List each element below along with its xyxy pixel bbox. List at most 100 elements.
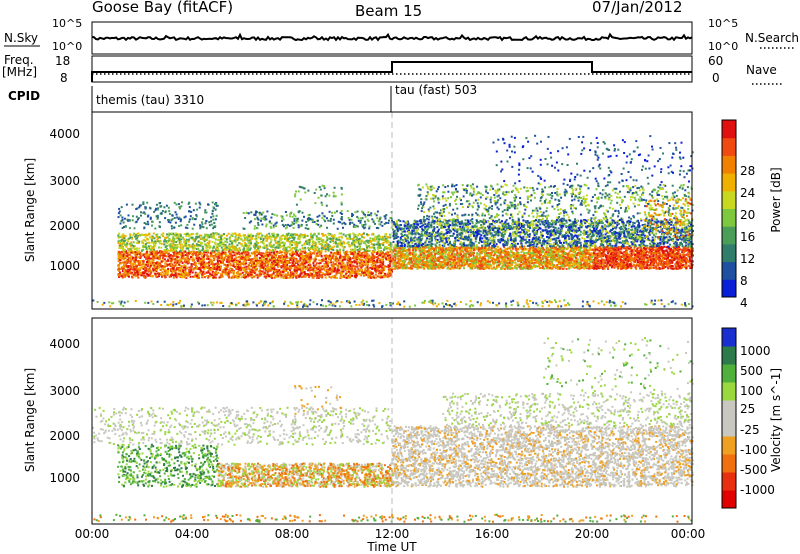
echo-cell: [366, 259, 369, 262]
echo-cell: [376, 265, 379, 267]
echo-cell: [231, 232, 234, 235]
echo-cell: [314, 242, 317, 245]
echo-cell: [370, 246, 373, 249]
echo-cell: [182, 250, 185, 253]
echo-cell: [137, 262, 140, 265]
echo-cell: [230, 268, 233, 271]
echo-cell: [387, 259, 390, 261]
echo-cell: [122, 258, 125, 261]
echo-cell: [214, 266, 217, 269]
echo-cell: [127, 251, 130, 254]
echo-cell: [308, 241, 311, 244]
echo-cell: [138, 240, 141, 243]
echo-cell: [197, 253, 200, 256]
echo-cell: [353, 271, 356, 274]
echo-cell: [135, 256, 138, 259]
echo-cell: [132, 268, 134, 271]
echo-cell: [243, 276, 246, 279]
echo-cell: [167, 240, 170, 243]
echo-cell: [340, 193, 343, 196]
echo-cell: [118, 210, 121, 213]
echo-cell: [325, 245, 328, 248]
echo-cell: [245, 236, 248, 238]
echo-cell: [151, 241, 153, 244]
echo-cell: [321, 272, 324, 275]
echo-cell: [213, 268, 216, 271]
echo-cell: [332, 191, 335, 194]
echo-cell: [299, 258, 302, 261]
echo-cell: [301, 186, 304, 189]
echo-cell: [369, 214, 371, 216]
echo-cell: [327, 249, 330, 252]
echo-cell: [231, 243, 234, 246]
echo-cell: [363, 273, 366, 276]
echo-cell: [237, 256, 240, 259]
echo-cell: [123, 217, 126, 220]
echo-cell: [218, 236, 221, 239]
echo-cell: [277, 243, 280, 246]
echo-cell: [361, 217, 364, 220]
echo-cell: [282, 266, 285, 269]
echo-cell: [124, 251, 127, 254]
echo-cell: [191, 253, 194, 256]
echo-cell: [354, 211, 357, 214]
echo-cell: [160, 253, 163, 256]
echo-cell: [171, 258, 174, 260]
echo-cell: [230, 259, 233, 262]
echo-cell: [152, 247, 155, 249]
echo-cell: [167, 220, 170, 223]
echo-cell: [301, 247, 304, 250]
echo-cell: [202, 226, 205, 229]
echo-cell: [187, 246, 190, 249]
echo-cell: [289, 249, 292, 252]
echo-cell: [375, 238, 378, 241]
echo-cell: [247, 264, 250, 267]
echo-cell: [389, 243, 392, 246]
echo-cell: [213, 263, 216, 266]
echo-cell: [285, 275, 288, 278]
echo-cell: [496, 264, 498, 267]
echo-cell: [146, 241, 149, 244]
echo-cell: [338, 269, 341, 272]
echo-cell: [265, 267, 268, 270]
echo-cell: [369, 237, 372, 240]
echo-cell: [142, 201, 145, 204]
echo-cell: [263, 265, 266, 268]
echo-cell: [274, 239, 277, 242]
echo-cell: [208, 268, 211, 271]
echo-cell: [255, 240, 258, 243]
echo-cell: [163, 240, 165, 243]
echo-cell: [179, 275, 182, 278]
echo-cell: [154, 244, 157, 247]
echo-cell: [358, 233, 361, 235]
echo-cell: [199, 225, 202, 228]
echo-cell: [265, 218, 268, 221]
echo-cell: [270, 243, 273, 246]
echo-cell: [240, 244, 243, 247]
echo-cell: [256, 276, 259, 279]
echo-cell: [199, 271, 202, 274]
echo-cell: [338, 259, 341, 262]
echo-cell: [170, 270, 173, 273]
echo-cell: [296, 243, 299, 246]
echo-cell: [140, 214, 142, 217]
echo-cell: [153, 248, 156, 251]
echo-cell: [150, 251, 153, 254]
echo-cell: [200, 221, 203, 224]
echo-cell: [342, 226, 344, 229]
echo-cell: [120, 253, 123, 256]
echo-cell: [339, 257, 342, 260]
echo-cell: [216, 263, 219, 266]
echo-cell: [197, 235, 200, 238]
echo-cell: [154, 240, 157, 243]
echo-cell: [293, 256, 296, 259]
echo-cell: [332, 275, 335, 278]
echo-cell: [247, 248, 250, 251]
echo-cell: [297, 217, 300, 220]
echo-cell: [234, 245, 237, 248]
echo-cell: [315, 268, 318, 271]
echo-cell: [205, 246, 208, 249]
echo-cell: [281, 241, 284, 244]
echo-cell: [382, 255, 385, 258]
echo-cell: [135, 208, 138, 210]
